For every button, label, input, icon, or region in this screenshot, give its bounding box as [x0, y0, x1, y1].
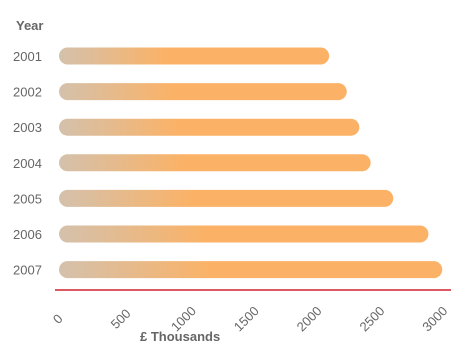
- y-tick-label: 2002: [13, 85, 42, 100]
- y-tick-label: 2006: [13, 227, 42, 242]
- y-tick-label: 2001: [13, 49, 42, 64]
- y-tick-label: 2007: [13, 263, 42, 278]
- bar-2007: [59, 261, 443, 279]
- y-tick-labels: 2001 2002 2003 2004 2005 2006 2007: [13, 49, 42, 278]
- x-tick-label: 3000: [419, 303, 450, 334]
- x-tick-labels: 0 500 1000 1500 2000 2500 3000: [50, 303, 450, 334]
- bar-2003: [59, 118, 360, 136]
- x-tick-label: 1500: [231, 303, 262, 334]
- y-tick-label: 2003: [13, 120, 42, 135]
- x-tick-label: 2000: [294, 303, 325, 334]
- bar-2004: [59, 154, 371, 172]
- bar-2006: [59, 225, 429, 243]
- x-tick-label: 2500: [356, 303, 387, 334]
- y-axis-title: Year: [16, 18, 43, 33]
- bar-2005: [59, 189, 394, 207]
- y-tick-label: 2004: [13, 156, 42, 171]
- x-axis-title: £ Thousands: [140, 329, 220, 344]
- bar-2002: [59, 83, 347, 101]
- bar-2001: [59, 47, 330, 65]
- bars-group: [59, 47, 443, 279]
- x-tick-label: 0: [50, 311, 66, 327]
- x-tick-label: 500: [108, 306, 134, 332]
- y-tick-label: 2005: [13, 191, 42, 206]
